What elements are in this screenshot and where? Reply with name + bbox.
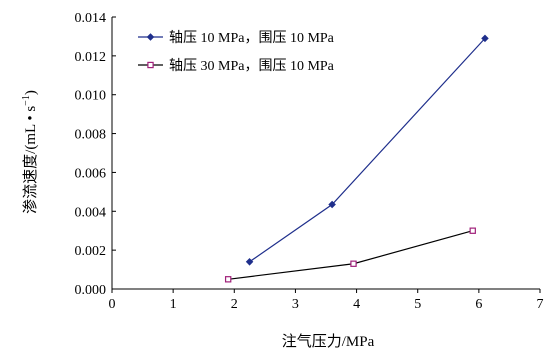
legend-marker bbox=[147, 61, 154, 69]
y-tick-label: 0.002 bbox=[75, 244, 107, 259]
y-tick-label: 0.010 bbox=[75, 89, 107, 104]
x-tick-label: 5 bbox=[414, 297, 421, 312]
x-axis-title: 注气压力/MPa bbox=[282, 333, 375, 350]
legend-marker bbox=[146, 33, 155, 41]
y-axis-title-main: 渗流速度/(mL • s bbox=[22, 106, 39, 214]
axes bbox=[111, 16, 541, 293]
y-tick-label: 0.004 bbox=[75, 205, 107, 220]
y-tick-label: 0.014 bbox=[75, 11, 107, 26]
legend-label: 轴压 30 MPa，围压 10 MPa bbox=[169, 58, 335, 74]
series-group bbox=[224, 34, 489, 283]
x-tick-label: 7 bbox=[537, 297, 544, 312]
y-tick-label: 0.006 bbox=[75, 166, 107, 181]
y-axis-title: 渗流速度/(mL • s−1) bbox=[21, 90, 39, 214]
series-2-point bbox=[469, 227, 476, 234]
x-tick-label: 4 bbox=[353, 297, 360, 312]
x-tick-label: 2 bbox=[231, 297, 238, 312]
x-tick-label: 1 bbox=[170, 297, 177, 312]
x-tick-label: 0 bbox=[109, 297, 116, 312]
series-1-point bbox=[245, 258, 254, 266]
series-2-point bbox=[350, 260, 357, 267]
series-2-point bbox=[224, 276, 232, 283]
y-tick-label: 0.008 bbox=[75, 128, 107, 143]
legend: 轴压 10 MPa，围压 10 MPa 轴压 30 MPa，围压 10 MPa bbox=[138, 30, 335, 74]
y-tick-labels: 0.000 0.002 0.004 0.006 0.008 0.010 0.012 0.014 bbox=[75, 11, 107, 298]
series-1-point bbox=[481, 34, 489, 43]
legend-label: 轴压 10 MPa，围压 10 MPa bbox=[169, 30, 335, 46]
x-tick-labels: 0 1 2 3 4 5 6 7 bbox=[109, 297, 544, 312]
series-line-2 bbox=[228, 230, 473, 280]
series-1-point bbox=[328, 200, 336, 209]
x-tick-label: 3 bbox=[292, 297, 299, 312]
y-axis-title-exponent: −1 bbox=[21, 95, 32, 106]
x-tick-label: 6 bbox=[475, 297, 482, 312]
y-tick-label: 0.012 bbox=[75, 50, 107, 65]
y-tick-label: 0.000 bbox=[75, 283, 107, 298]
y-axis-title-close: ) bbox=[23, 90, 39, 95]
